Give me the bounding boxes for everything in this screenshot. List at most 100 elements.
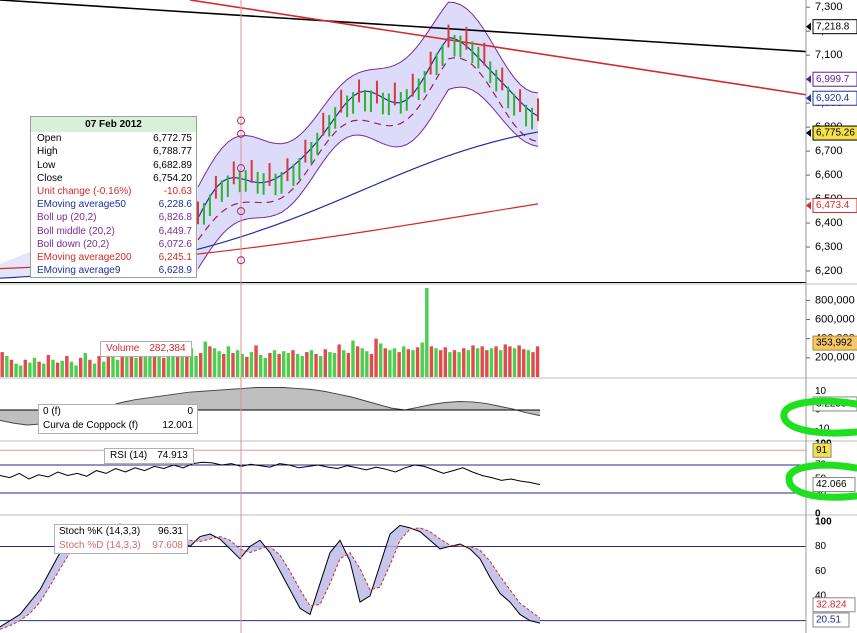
- volume-bar: [300, 355, 304, 377]
- volume-marker-label: 353,992: [816, 338, 853, 349]
- annotation-overlay: [237, 0, 857, 633]
- tooltip-row: Unit change (-0.16%) -10.63: [31, 185, 196, 198]
- volume-bar: [517, 345, 521, 377]
- volume-bar: [226, 346, 231, 377]
- volume-bar: [157, 354, 161, 377]
- volume-bar: [231, 353, 235, 377]
- crosshair-point: [237, 164, 245, 173]
- crosshair-point: [237, 207, 245, 216]
- tooltip-rows: Open 6,772.75 High 6,788.77 Low 6,682.89 Close…: [31, 132, 196, 277]
- tooltip-row-value: 6,826.8: [158, 212, 192, 224]
- volume-bar: [272, 350, 277, 377]
- volume-tick-label: 200,000: [815, 352, 855, 364]
- volume-bar: [125, 347, 129, 377]
- crosshair-point: [237, 129, 245, 138]
- volume-bar: [452, 350, 457, 377]
- tooltip-row-label: Boll middle (20,2): [37, 225, 115, 237]
- tooltip-row-value: 6,245.1: [158, 252, 192, 264]
- volume-bar: [74, 365, 78, 377]
- volume-tick-label: 800,000: [815, 294, 855, 306]
- volume-bar: [314, 354, 318, 377]
- volume-bar: [291, 350, 295, 377]
- volume-bar: [258, 354, 263, 377]
- crosshair-point: [237, 256, 245, 265]
- bollinger-band-fill: [198, 2, 538, 269]
- tooltip-row: Boll middle (20,2) 6,449.7: [31, 225, 196, 238]
- volume-bar: [189, 348, 194, 377]
- volume-bar: [185, 352, 189, 377]
- volume-bar: [355, 346, 360, 377]
- tooltip-row-label: EMoving average9: [37, 265, 121, 277]
- volume-bar: [309, 350, 314, 377]
- volume-bar: [129, 348, 134, 377]
- volume-bar: [277, 354, 281, 377]
- tooltip-row-label: Low: [37, 159, 56, 171]
- volume-bar: [425, 287, 429, 377]
- volume-bar: [222, 354, 226, 377]
- volume-bar: [143, 355, 147, 377]
- price-marker-label: 6,775.26: [816, 128, 855, 139]
- volume-tick-label: 600,000: [815, 313, 855, 325]
- volume-bar: [388, 350, 392, 377]
- volume-bar: [148, 354, 152, 377]
- resistance-trendline-red: [189, 0, 807, 96]
- tooltip-row-value: 6,788.77: [153, 146, 192, 158]
- tooltip-row-label: High: [37, 146, 58, 158]
- volume-bar: [14, 363, 18, 377]
- stoch-tick-label: 60: [815, 566, 827, 577]
- volume-bar: [457, 352, 461, 377]
- volume-bar: [92, 363, 97, 377]
- tooltip-row-value: 6,772.75: [153, 133, 192, 145]
- volume-bar: [175, 356, 180, 377]
- volume-bar: [286, 353, 291, 377]
- volume-bar: [166, 350, 171, 377]
- volume-bar: [392, 348, 397, 377]
- price-marker-arrow: [806, 129, 811, 138]
- volume-bar: [318, 355, 323, 377]
- tooltip-row: Open 6,772.75: [31, 132, 196, 145]
- price-marker-box: [812, 71, 857, 87]
- volume-bar: [328, 352, 332, 377]
- stoch-tick-label: 100: [815, 516, 832, 527]
- volume-bar: [138, 352, 143, 377]
- crosshair-point: [237, 116, 245, 125]
- volume-bar: [531, 352, 535, 377]
- volume-bar: [88, 359, 92, 377]
- volume-bar: [295, 354, 300, 377]
- volume-bar: [152, 351, 157, 377]
- volume-bar: [9, 359, 14, 377]
- volume-bar: [111, 354, 115, 377]
- volume-bar: [240, 354, 244, 377]
- volume-bar: [360, 348, 364, 377]
- volume-bar: [55, 362, 60, 377]
- volume-bar: [397, 352, 401, 377]
- price-marker-box: [812, 19, 857, 35]
- volume-bar: [198, 353, 203, 377]
- tooltip-row-label: Boll up (20,2): [37, 212, 97, 224]
- volume-bar: [46, 354, 51, 377]
- volume-bar: [134, 357, 138, 377]
- rsi-label: RSI (14) 74.913: [104, 448, 194, 464]
- tooltip-row-label: EMoving average50: [37, 199, 126, 211]
- tooltip-row-value: -10.63: [163, 186, 192, 198]
- price-tick-label: 7,100: [815, 49, 843, 61]
- volume-marker-box: [812, 335, 857, 351]
- rsi-line: [0, 461, 541, 486]
- tooltip-row: EMoving average50 6,228.6: [31, 198, 196, 211]
- tooltip-row: EMoving average9 6,628.9: [31, 264, 196, 277]
- volume-bar: [434, 348, 438, 377]
- ohlc-tooltip: 07 Feb 2012 Open 6,772.75 High 6,788.77 Low 6…: [30, 116, 197, 279]
- stoch-marker-box: [812, 597, 856, 613]
- volume-bar: [480, 346, 484, 377]
- price-tick-label: 7,300: [815, 1, 843, 13]
- volume-bar: [508, 346, 512, 377]
- volume-label-name: Volume: [106, 343, 140, 354]
- volume-bar: [332, 353, 337, 377]
- volume-bar: [346, 353, 351, 377]
- volume-bar: [420, 342, 424, 377]
- price-marker-box: [812, 197, 857, 213]
- coppock-curve-value: 12.001: [162, 420, 193, 431]
- tooltip-row-label: Boll down (20,2): [37, 238, 110, 250]
- bollinger-middle-line: [197, 57, 539, 241]
- volume-bar: [78, 357, 83, 377]
